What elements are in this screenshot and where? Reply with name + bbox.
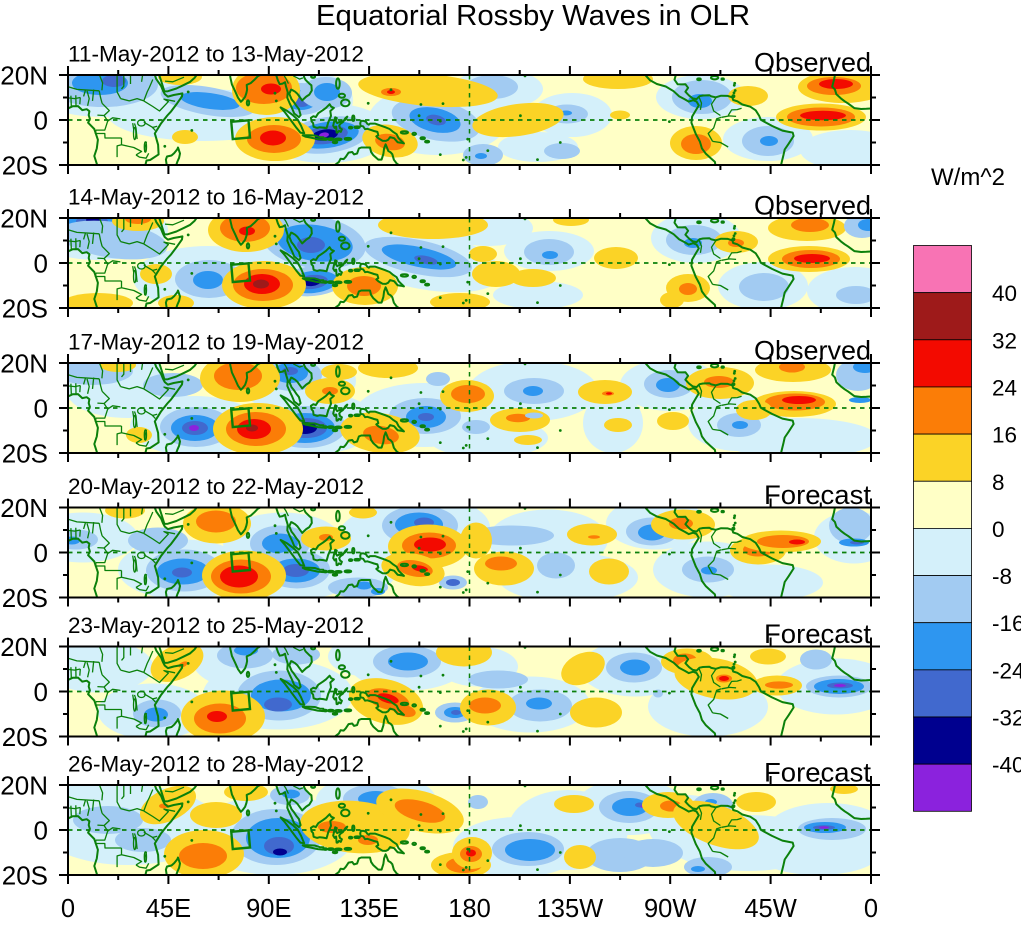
svg-text:135E: 135E [339,895,399,922]
svg-text:20N: 20N [0,349,48,379]
svg-text:Observed: Observed [754,191,871,221]
svg-text:11-May-2012 to 13-May-2012: 11-May-2012 to 13-May-2012 [68,42,364,67]
svg-text:45E: 45E [146,895,191,922]
svg-text:Observed: Observed [754,336,871,366]
svg-text:45W: 45W [744,895,796,922]
svg-text:0: 0 [992,517,1005,542]
svg-text:20S: 20S [2,583,48,613]
svg-text:Equatorial Rossby Waves in OLR: Equatorial Rossby Waves in OLR [316,0,750,32]
svg-text:-40: -40 [992,753,1021,778]
svg-text:90W: 90W [644,895,696,922]
svg-text:Forecast: Forecast [764,480,871,510]
svg-text:Observed: Observed [754,48,871,78]
svg-text:20N: 20N [0,493,48,523]
svg-text:0: 0 [34,816,48,846]
svg-text:0: 0 [34,249,48,279]
svg-text:24: 24 [992,375,1017,400]
svg-text:23-May-2012 to 25-May-2012: 23-May-2012 to 25-May-2012 [68,613,364,638]
svg-text:W/m^2: W/m^2 [931,164,1005,191]
svg-text:8: 8 [992,470,1005,495]
svg-text:90E: 90E [246,895,291,922]
svg-text:20-May-2012 to 22-May-2012: 20-May-2012 to 22-May-2012 [68,474,364,499]
svg-text:180: 180 [448,895,491,922]
svg-text:0: 0 [34,394,48,424]
svg-text:0: 0 [864,895,878,922]
svg-text:20S: 20S [2,722,48,752]
svg-text:20N: 20N [0,204,48,234]
svg-text:20N: 20N [0,632,48,662]
svg-text:0: 0 [34,538,48,568]
svg-text:-32: -32 [992,706,1021,731]
svg-text:135W: 135W [537,895,604,922]
svg-text:40: 40 [992,281,1017,306]
svg-text:14-May-2012 to 16-May-2012: 14-May-2012 to 16-May-2012 [68,185,364,210]
svg-text:20N: 20N [0,771,48,801]
svg-text:0: 0 [34,106,48,136]
svg-text:20S: 20S [2,294,48,324]
svg-text:0: 0 [61,895,75,922]
svg-text:20S: 20S [2,439,48,469]
svg-text:Forecast: Forecast [764,619,871,649]
svg-text:20N: 20N [0,61,48,91]
svg-text:-16: -16 [992,611,1021,636]
svg-text:32: 32 [992,328,1017,353]
svg-text:20S: 20S [2,151,48,181]
svg-text:26-May-2012 to 28-May-2012: 26-May-2012 to 28-May-2012 [68,752,364,777]
svg-text:Forecast: Forecast [764,758,871,788]
svg-text:17-May-2012 to 19-May-2012: 17-May-2012 to 19-May-2012 [68,330,364,355]
svg-text:0: 0 [34,677,48,707]
svg-text:16: 16 [992,423,1017,448]
svg-text:-8: -8 [992,564,1012,589]
svg-text:20S: 20S [2,861,48,891]
svg-text:-24: -24 [992,658,1021,683]
